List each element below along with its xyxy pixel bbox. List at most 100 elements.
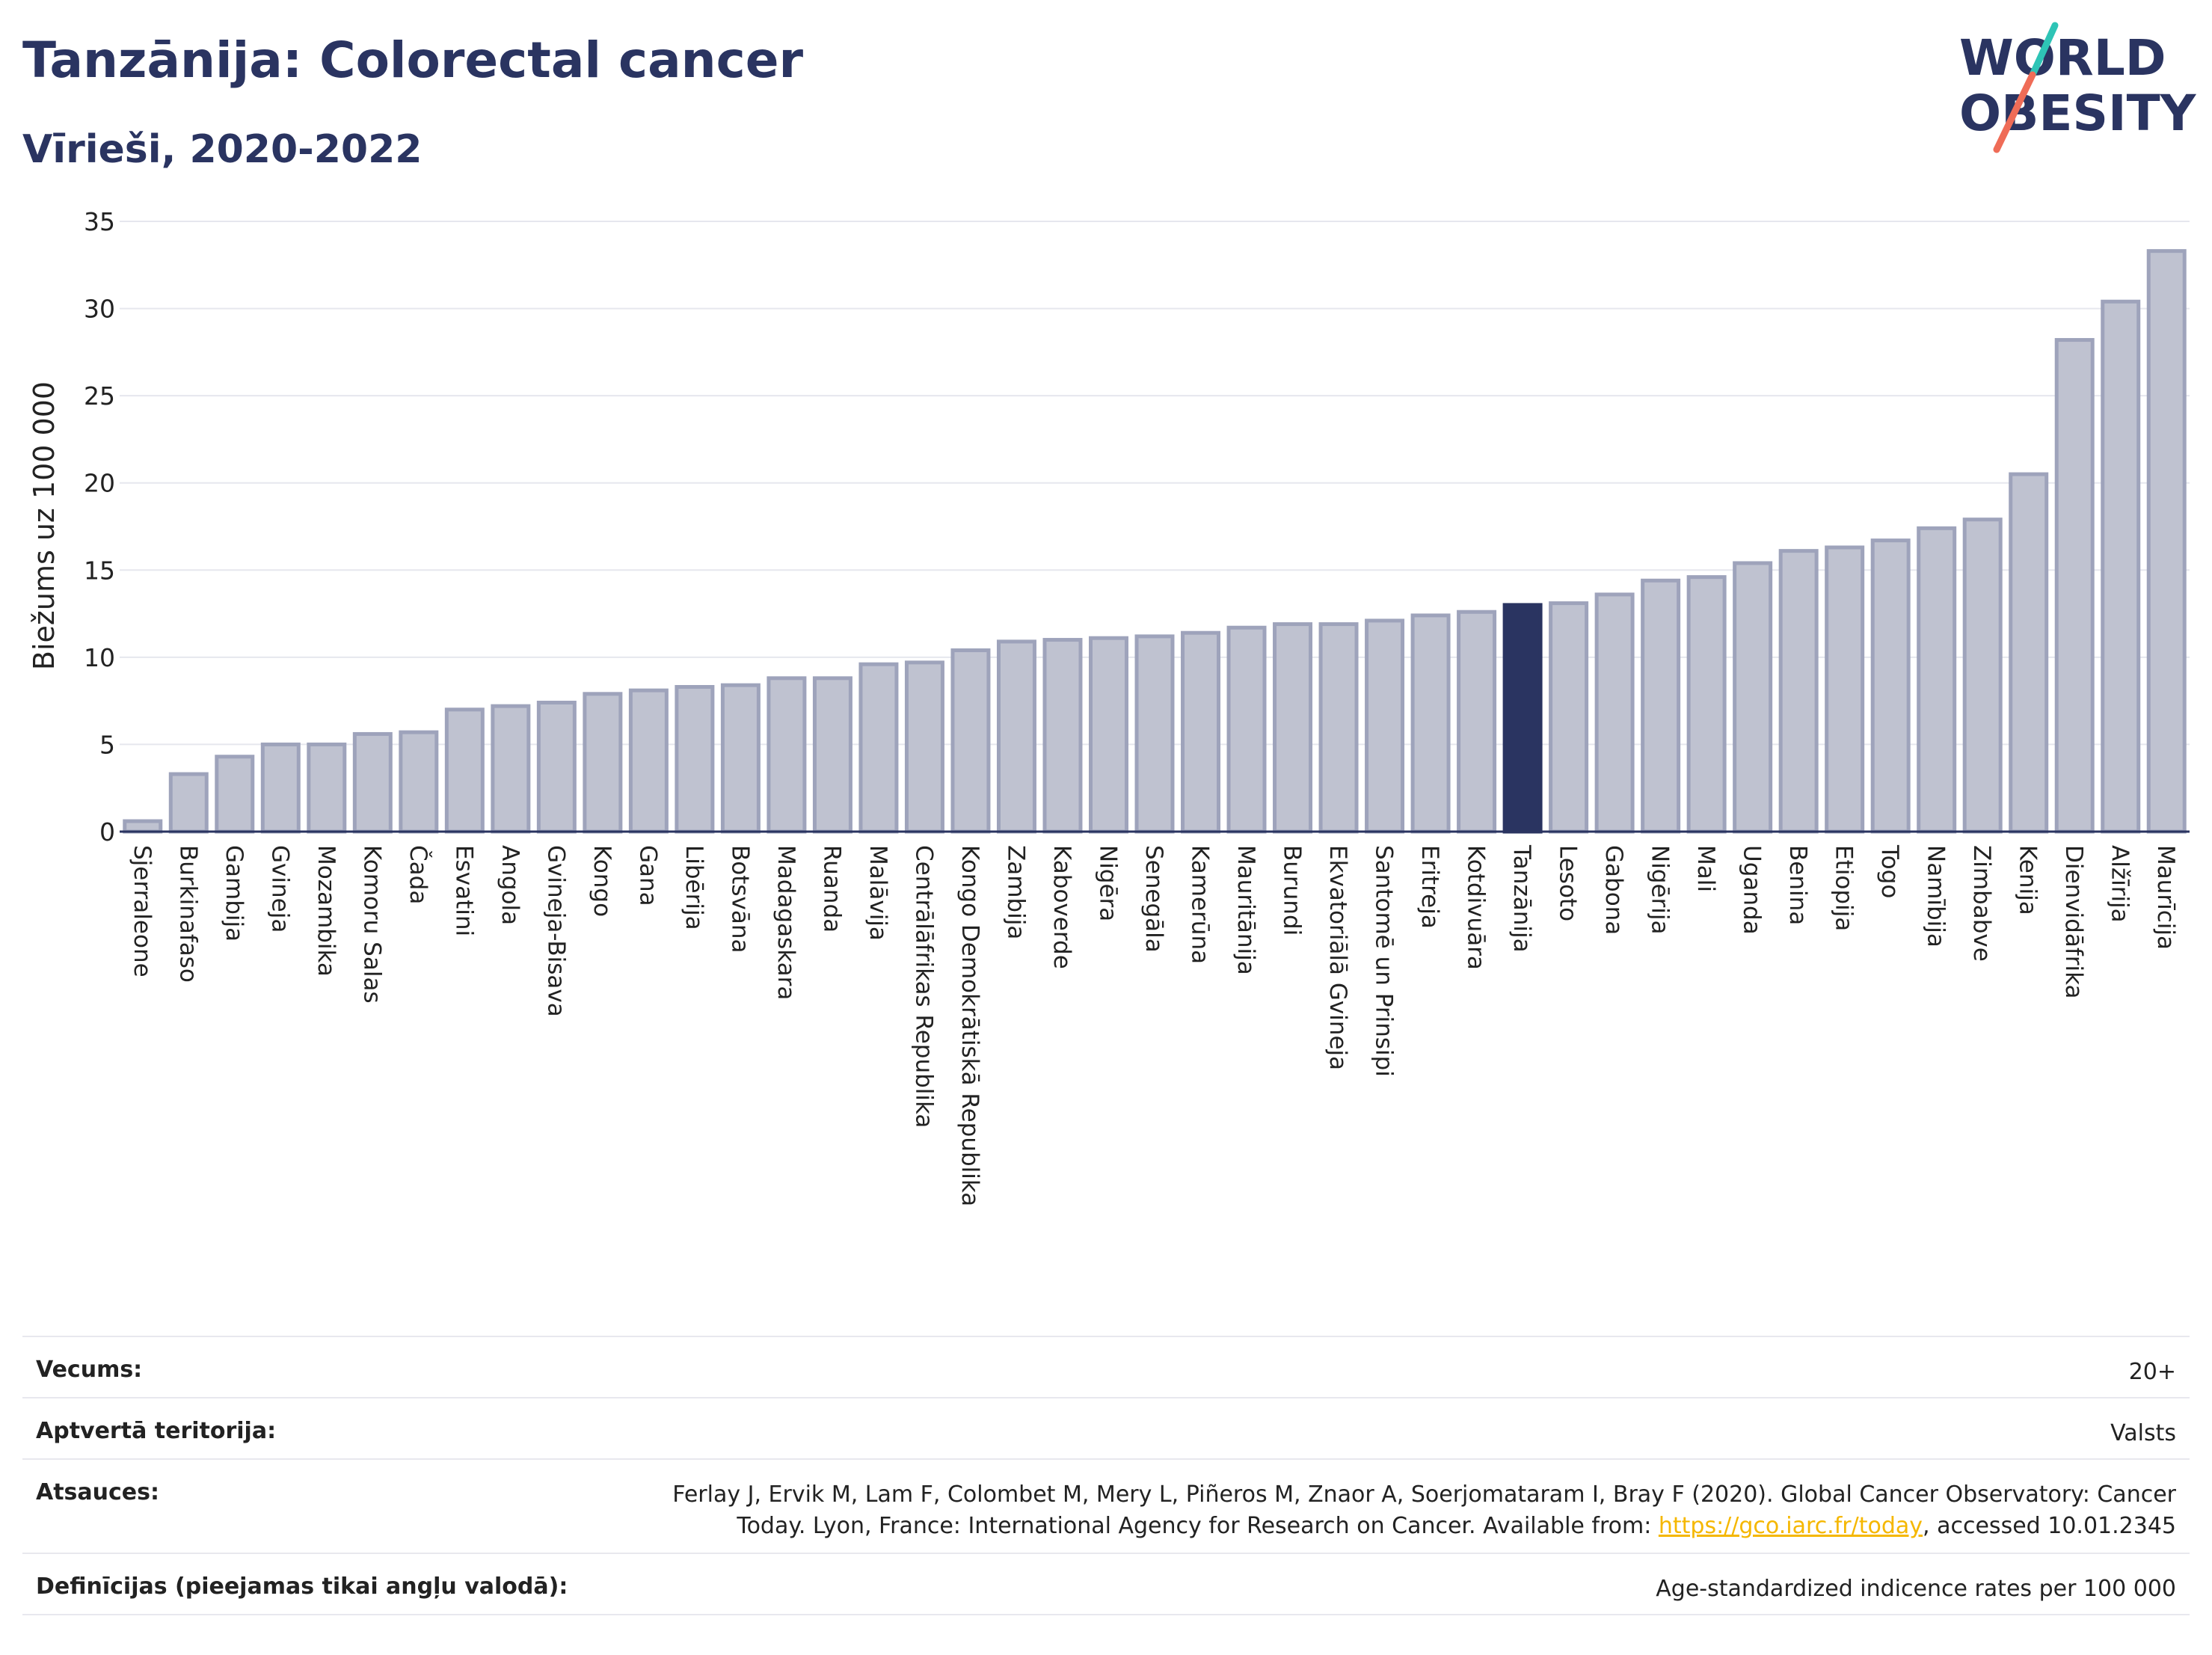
x-tick-label: Kongo bbox=[589, 845, 615, 917]
x-tick-label: Zimbabve bbox=[1968, 845, 1995, 962]
bar bbox=[536, 700, 577, 834]
x-tick-label: Mali bbox=[1692, 845, 1719, 892]
bar bbox=[1088, 636, 1128, 834]
bar bbox=[307, 742, 347, 834]
x-tick-label: Nigēra bbox=[1094, 845, 1121, 921]
bar bbox=[904, 660, 944, 834]
bar bbox=[1549, 601, 1589, 834]
y-tick-label: 0 bbox=[99, 817, 115, 847]
bar bbox=[950, 648, 991, 834]
bar bbox=[1273, 622, 1313, 834]
bar bbox=[1825, 545, 1865, 834]
x-tick-label: Esvatini bbox=[450, 845, 477, 936]
x-tick-label: Komoru Salas bbox=[358, 845, 385, 1004]
bar bbox=[675, 684, 715, 834]
age-label: Vecums: bbox=[36, 1357, 143, 1383]
x-tick-label: Gabona bbox=[1600, 845, 1627, 935]
definitions-value: Age-standardized indicence rates per 100… bbox=[1656, 1576, 2176, 1602]
references-link[interactable]: https://gco.iarc.fr/today bbox=[1658, 1513, 1923, 1539]
info-row-references: Atsauces: Ferlay J, Ervik M, Lam F, Colo… bbox=[22, 1458, 2190, 1553]
x-tick-label: Kongo Demokrātiskā Republika bbox=[956, 845, 983, 1206]
bar bbox=[168, 772, 209, 834]
age-value: 20+ bbox=[2128, 1359, 2176, 1385]
x-tick-label: Alžīrija bbox=[2107, 845, 2133, 923]
bar bbox=[399, 730, 439, 834]
bar bbox=[583, 692, 623, 834]
bar bbox=[858, 662, 899, 834]
y-tick-label: 5 bbox=[99, 730, 115, 759]
x-tick-label: Nigērija bbox=[1647, 845, 1674, 935]
x-tick-label: Dienvidāfrika bbox=[2060, 845, 2087, 999]
bar bbox=[491, 704, 531, 834]
definitions-label: Definīcijas (pieejamas tikai angļu valod… bbox=[36, 1573, 568, 1600]
bar bbox=[1778, 549, 1819, 834]
x-tick-label: Burundi bbox=[1279, 845, 1306, 936]
y-axis-label: Biežums uz 100 000 bbox=[28, 381, 61, 670]
logo-line2: OBESITY bbox=[1959, 85, 2197, 142]
bar bbox=[1226, 625, 1267, 834]
bar bbox=[1457, 610, 1497, 834]
bar bbox=[1870, 538, 1911, 834]
bar bbox=[812, 676, 852, 834]
x-tick-label: Ekvatoriālā Gvineja bbox=[1324, 845, 1351, 1070]
x-tick-label: Uganda bbox=[1739, 845, 1766, 935]
x-tick-labels: Sjerraleone Burkinafaso Gambija Gvineja Moza… bbox=[129, 844, 2179, 1206]
page-subtitle: Vīrieši, 2020-2022 bbox=[22, 127, 423, 172]
bar bbox=[996, 639, 1036, 834]
x-tick-label: Libērija bbox=[681, 845, 707, 930]
bar bbox=[628, 688, 669, 834]
bar-highlighted bbox=[1502, 603, 1543, 834]
x-tick-label: Burkinafaso bbox=[174, 845, 201, 983]
x-tick-label: Gana bbox=[634, 845, 661, 906]
logo-line1: WORLD bbox=[1959, 29, 2166, 87]
x-tick-label: Kotdivuāra bbox=[1463, 845, 1490, 970]
x-tick-label: Etiopija bbox=[1831, 845, 1858, 931]
x-tick-label: Eritreja bbox=[1416, 845, 1443, 929]
y-tick-label: 30 bbox=[84, 295, 115, 324]
x-tick-label: Ruanda bbox=[818, 845, 845, 933]
x-tick-label: Kaboverde bbox=[1048, 845, 1075, 969]
bar bbox=[2101, 299, 2141, 834]
x-tick-label: Centrālāfrikas Republika bbox=[910, 845, 937, 1128]
bar bbox=[1134, 634, 1175, 834]
bar bbox=[1365, 618, 1405, 834]
references-line2-text: Today. Lyon, France: International Agenc… bbox=[737, 1513, 1659, 1539]
y-tick-labels: 0 5 10 15 20 25 30 35 bbox=[84, 207, 115, 847]
bar bbox=[766, 676, 807, 834]
bar-chart: 0 5 10 15 20 25 30 35 Sjerraleone Burkinafaso Gam… bbox=[28, 207, 2190, 1206]
bar bbox=[123, 819, 163, 834]
x-tick-label: Togo bbox=[1876, 844, 1903, 898]
x-tick-label: Maurīcija bbox=[2152, 845, 2179, 950]
x-tick-label: Malāvija bbox=[864, 845, 891, 941]
y-tick-label: 10 bbox=[84, 643, 115, 672]
y-tick-label: 25 bbox=[84, 381, 115, 411]
page-title: Tanzānija: Colorectal cancer bbox=[22, 31, 804, 89]
x-tick-label: Angola bbox=[497, 845, 523, 925]
x-tick-label: Santomē un Prinsipi bbox=[1371, 845, 1398, 1077]
x-tick-label: Kamerūna bbox=[1187, 845, 1214, 964]
y-tick-label: 20 bbox=[84, 469, 115, 498]
bar bbox=[1594, 592, 1635, 834]
bar bbox=[444, 707, 485, 834]
y-tick-label: 35 bbox=[84, 207, 115, 236]
x-tick-label: Čada bbox=[405, 845, 432, 904]
x-tick-label: Tanzānija bbox=[1508, 844, 1535, 953]
bar bbox=[1917, 526, 1957, 834]
x-tick-label: Gvineja-Bisava bbox=[542, 845, 569, 1017]
info-table: Vecums: 20+ Aptvertā teritorija: Valsts … bbox=[22, 1336, 2190, 1615]
bar bbox=[2009, 472, 2049, 834]
bar bbox=[2146, 249, 2187, 834]
world-obesity-logo: WORLD OBESITY bbox=[1959, 22, 2197, 153]
references-value: Ferlay J, Ervik M, Lam F, Colombet M, Me… bbox=[672, 1460, 2176, 1553]
info-row-coverage: Aptvertā teritorija: Valsts bbox=[22, 1397, 2190, 1458]
bar bbox=[1733, 561, 1773, 834]
references-line2: Today. Lyon, France: International Agenc… bbox=[672, 1511, 2176, 1542]
bar bbox=[1042, 638, 1083, 834]
bar bbox=[352, 731, 393, 834]
x-tick-label: Madagaskara bbox=[772, 845, 799, 1000]
x-tick-label: Mauritānija bbox=[1232, 845, 1259, 975]
bar bbox=[260, 742, 301, 834]
references-label: Atsauces: bbox=[36, 1479, 159, 1505]
bar bbox=[1181, 630, 1221, 834]
x-tick-label: Namībija bbox=[1923, 845, 1950, 948]
